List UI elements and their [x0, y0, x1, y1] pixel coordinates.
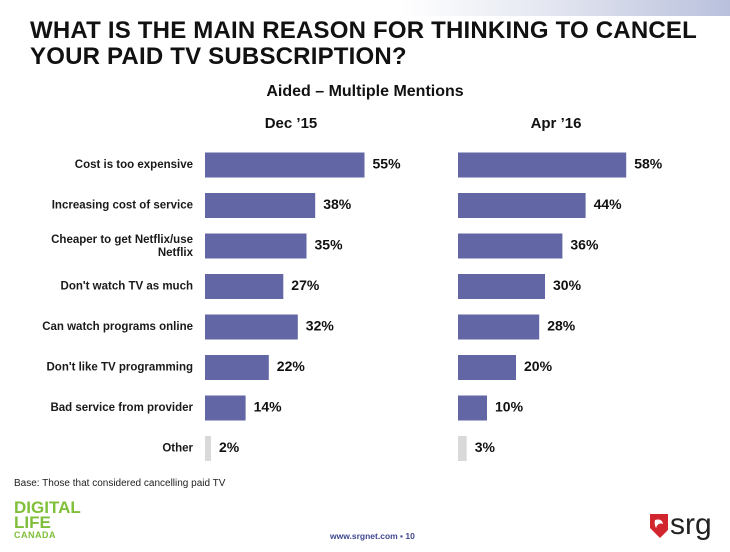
- bar-dec15-cheaper-to-get-netflix-use-netflix: [205, 233, 307, 259]
- value-label-dec15-cost-is-too-expensive: 55%: [373, 156, 402, 172]
- value-label-apr16-cost-is-too-expensive: 58%: [634, 156, 663, 172]
- logo-line-digital: DIGITAL: [14, 498, 81, 517]
- value-label-apr16-can-watch-programs-online: 28%: [547, 318, 576, 334]
- bar-dec15-increasing-cost-of-service: [205, 193, 316, 218]
- logo-line-canada: CANADA: [14, 530, 56, 540]
- value-label-apr16-don-t-watch-tv-as-much: 30%: [553, 277, 582, 293]
- bar-dec15-can-watch-programs-online: [205, 314, 298, 340]
- bar-apr16-cheaper-to-get-netflix-use-netflix: [458, 233, 563, 259]
- value-label-dec15-can-watch-programs-online: 32%: [306, 318, 335, 334]
- bar-apr16-don-t-like-tv-programming: [458, 355, 516, 380]
- value-label-dec15-cheaper-to-get-netflix-use-netflix: 35%: [315, 237, 344, 253]
- category-label-cheaper-to-get-netflix-use-netflix: Cheaper to get Netflix/use Netflix: [51, 234, 193, 259]
- bar-dec15-bad-service-from-provider: [205, 395, 246, 421]
- value-label-apr16-other: 3%: [475, 439, 496, 455]
- title-line-2: YOUR PAID TV SUBSCRIPTION?: [30, 43, 407, 70]
- bar-apr16-increasing-cost-of-service: [458, 193, 586, 218]
- value-label-dec15-increasing-cost-of-service: 38%: [323, 196, 352, 212]
- bar-chart: Cost is too expensive Increasing cost of …: [42, 152, 663, 461]
- category-label-increasing-cost-of-service: Increasing cost of service: [52, 200, 193, 212]
- digital-life-canada-logo: DIGITAL LIFE CANADA: [14, 498, 81, 540]
- value-label-apr16-don-t-like-tv-programming: 20%: [524, 358, 553, 374]
- logo-line-life: LIFE: [14, 513, 51, 532]
- bar-apr16-bad-service-from-provider: [458, 395, 487, 421]
- bar-dec15-cost-is-too-expensive: [205, 152, 365, 178]
- value-label-dec15-don-t-watch-tv-as-much: 27%: [291, 277, 320, 293]
- value-label-apr16-increasing-cost-of-service: 44%: [594, 196, 623, 212]
- category-label-don-t-like-tv-programming: Don't like TV programming: [47, 362, 194, 374]
- value-label-apr16-cheaper-to-get-netflix-use-netflix: 36%: [570, 237, 599, 253]
- bar-apr16-other: [458, 436, 467, 461]
- page-title: WHAT IS THE MAIN REASON FOR THINKING TO …: [30, 18, 710, 70]
- value-label-dec15-bad-service-from-provider: 14%: [254, 399, 283, 415]
- srg-logo: srg: [648, 508, 720, 544]
- value-label-dec15-don-t-like-tv-programming: 22%: [277, 358, 306, 374]
- bar-dec15-other: [205, 436, 211, 461]
- chart-subtitle: Aided – Multiple Mentions: [266, 83, 464, 100]
- bar-apr16-don-t-watch-tv-as-much: [458, 274, 545, 299]
- title-line-1: WHAT IS THE MAIN REASON FOR THINKING TO …: [30, 17, 697, 44]
- category-label-don-t-watch-tv-as-much: Don't watch TV as much: [61, 281, 193, 293]
- footer-url: www.srgnet.com ▪ 10: [330, 531, 415, 541]
- base-note: Base: Those that considered cancelling p…: [14, 478, 226, 489]
- bar-apr16-cost-is-too-expensive: [458, 152, 627, 178]
- panel-title-apr16: Apr ’16: [530, 115, 582, 132]
- bar-dec15-don-t-like-tv-programming: [205, 355, 269, 380]
- top-gradient-bar: [0, 0, 730, 16]
- category-label-can-watch-programs-online: Can watch programs online: [42, 321, 193, 333]
- value-label-dec15-other: 2%: [219, 439, 240, 455]
- srg-logo-icon: [650, 514, 668, 538]
- category-label-bad-service-from-provider: Bad service from provider: [50, 402, 193, 414]
- panel-title-dec15: Dec ’15: [264, 115, 318, 132]
- bar-dec15-don-t-watch-tv-as-much: [205, 274, 284, 299]
- category-label-cost-is-too-expensive: Cost is too expensive: [75, 159, 193, 171]
- bar-apr16-can-watch-programs-online: [458, 314, 540, 340]
- category-label-other: Other: [162, 443, 193, 455]
- srg-logo-text: srg: [670, 508, 712, 541]
- value-label-apr16-bad-service-from-provider: 10%: [495, 399, 524, 415]
